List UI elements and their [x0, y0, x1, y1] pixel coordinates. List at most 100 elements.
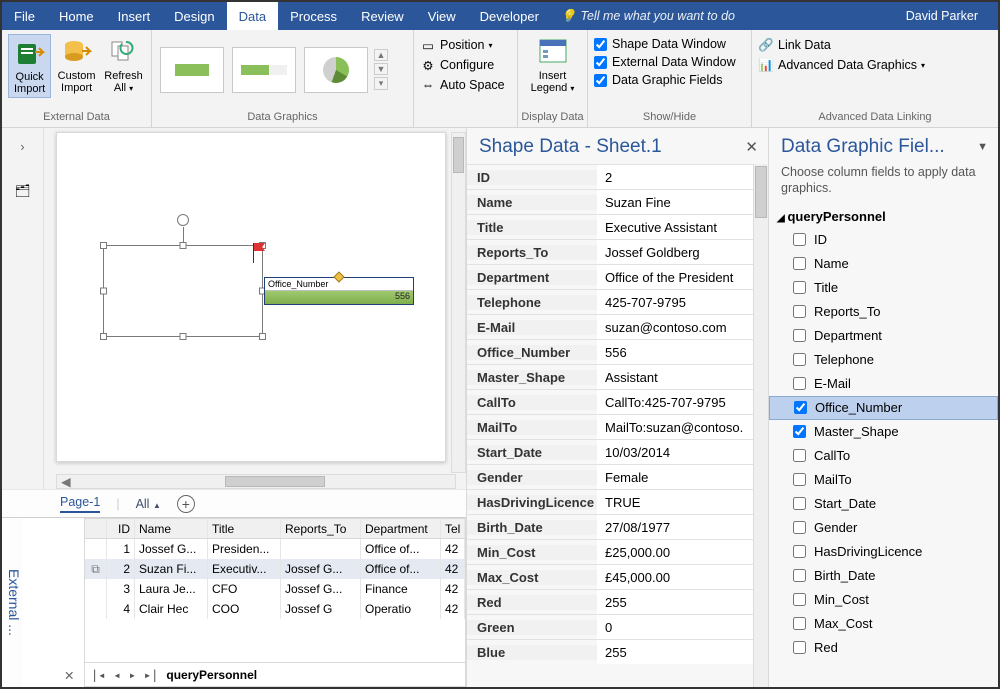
dg-field-birth_date[interactable]: Birth_Date	[769, 564, 998, 588]
nav-prev-icon[interactable]: ◂	[113, 668, 120, 682]
shape-data-row[interactable]: HasDrivingLicenceTRUE	[467, 489, 753, 514]
sd-value[interactable]: 2	[597, 165, 753, 189]
link-data-button[interactable]: 🔗Link Data	[758, 36, 925, 54]
dg-field-red[interactable]: Red	[769, 636, 998, 660]
col-header[interactable]: Department	[361, 519, 441, 538]
menu-tab-data[interactable]: Data	[227, 2, 278, 30]
data-graphic-callout[interactable]: Office_Number 556	[264, 277, 414, 305]
sd-value[interactable]: Executive Assistant	[597, 215, 753, 239]
custom-import-button[interactable]: Custom Import	[55, 34, 98, 96]
sd-value[interactable]: £45,000.00	[597, 565, 753, 589]
sd-value[interactable]: £25,000.00	[597, 540, 753, 564]
all-pages[interactable]: All ▲	[136, 497, 161, 511]
nav-next-icon[interactable]: ▸	[129, 668, 136, 682]
external-data-label[interactable]: External ...	[2, 518, 22, 687]
dg-field-mailto[interactable]: MailTo	[769, 468, 998, 492]
shape-data-row[interactable]: CallToCallTo:425-707-9795	[467, 389, 753, 414]
sd-value[interactable]: 10/03/2014	[597, 440, 753, 464]
menu-tab-process[interactable]: Process	[278, 2, 349, 30]
shape-data-row[interactable]: ID2	[467, 164, 753, 189]
user-name[interactable]: David Parker	[886, 2, 998, 30]
external-data-grid[interactable]: IDNameTitleReports_ToDepartmentTel1Josse…	[84, 518, 466, 663]
shape-data-row[interactable]: Reports_ToJossef Goldberg	[467, 239, 753, 264]
canvas-hscroll[interactable]: ◀	[56, 474, 456, 489]
dg-field-office_number[interactable]: Office_Number	[769, 396, 998, 420]
dg-field-hasdrivinglicence[interactable]: HasDrivingLicence	[769, 540, 998, 564]
dg-field-min_cost[interactable]: Min_Cost	[769, 588, 998, 612]
table-row[interactable]: 1Jossef G...Presiden...Office of...42	[85, 539, 465, 559]
table-row[interactable]: ⧉2Suzan Fi...Executiv...Jossef G...Offic…	[85, 559, 465, 579]
graphic-style-bar[interactable]	[160, 47, 224, 93]
menu-tab-home[interactable]: Home	[47, 2, 106, 30]
dg-field-title[interactable]: Title	[769, 276, 998, 300]
gallery-more-icon[interactable]: ▾	[374, 77, 388, 90]
insert-legend-button[interactable]: Insert Legend ▾	[529, 34, 577, 96]
col-header[interactable]: Title	[208, 519, 281, 538]
sd-value[interactable]: 425-707-9795	[597, 290, 753, 314]
configure-button[interactable]: ⚙Configure	[420, 56, 505, 74]
shape-data-row[interactable]: Master_ShapeAssistant	[467, 364, 753, 389]
sd-value[interactable]: TRUE	[597, 490, 753, 514]
shape-data-scrollbar[interactable]	[753, 164, 768, 687]
shapes-pane-collapsed[interactable]: › 🗂	[2, 128, 44, 489]
shape-data-row[interactable]: Start_Date10/03/2014	[467, 439, 753, 464]
dg-panel-menu-icon[interactable]: ▼	[977, 141, 988, 153]
close-external-data-icon[interactable]: ✕	[64, 668, 74, 683]
table-row[interactable]: 4Clair HecCOOJossef GOperatio42	[85, 599, 465, 619]
sd-value[interactable]: Assistant	[597, 365, 753, 389]
sd-value[interactable]: 255	[597, 590, 753, 614]
sd-value[interactable]: suzan@contoso.com	[597, 315, 753, 339]
shape-data-row[interactable]: DepartmentOffice of the President	[467, 264, 753, 289]
dg-field-reports_to[interactable]: Reports_To	[769, 300, 998, 324]
shape-data-row[interactable]: Red255	[467, 589, 753, 614]
sd-value[interactable]: Office of the President	[597, 265, 753, 289]
dg-group[interactable]: queryPersonnel	[769, 205, 998, 228]
col-header[interactable]: Tel	[441, 519, 465, 538]
dg-field-start_date[interactable]: Start_Date	[769, 492, 998, 516]
shape-data-row[interactable]: E-Mailsuzan@contoso.com	[467, 314, 753, 339]
selected-shape[interactable]	[103, 245, 263, 337]
dg-field-max_cost[interactable]: Max_Cost	[769, 612, 998, 636]
shape-data-row[interactable]: TitleExecutive Assistant	[467, 214, 753, 239]
dg-field-telephone[interactable]: Telephone	[769, 348, 998, 372]
position-button[interactable]: ▭Position▾	[420, 36, 505, 54]
advanced-data-graphics-button[interactable]: 📊Advanced Data Graphics ▾	[758, 56, 925, 74]
sd-value[interactable]: CallTo:425-707-9795	[597, 390, 753, 414]
sd-value[interactable]: 0	[597, 615, 753, 639]
graphic-style-pie[interactable]	[304, 47, 368, 93]
refresh-all-button[interactable]: Refresh All ▾	[102, 34, 145, 96]
dg-field-department[interactable]: Department	[769, 324, 998, 348]
expand-shapes-icon[interactable]: ›	[20, 140, 24, 154]
col-header[interactable]: ID	[107, 519, 135, 538]
sd-value[interactable]: Suzan Fine	[597, 190, 753, 214]
page-tab[interactable]: Page-1	[60, 495, 100, 513]
shape-data-row[interactable]: Office_Number556	[467, 339, 753, 364]
toggle-data-graphic-fields[interactable]: Data Graphic Fields	[594, 72, 736, 88]
drawing-canvas[interactable]: Office_Number 556 ◀	[44, 128, 466, 489]
menu-tab-file[interactable]: File	[2, 2, 47, 30]
shape-data-row[interactable]: Green0	[467, 614, 753, 639]
recordset-name[interactable]: queryPersonnel	[166, 668, 257, 682]
menu-tab-developer[interactable]: Developer	[468, 2, 551, 30]
tell-me[interactable]: 💡Tell me what you want to do	[551, 2, 745, 30]
shape-data-row[interactable]: GenderFemale	[467, 464, 753, 489]
gallery-down-icon[interactable]: ▼	[374, 63, 388, 75]
shape-data-row[interactable]: Birth_Date27/08/1977	[467, 514, 753, 539]
shape-data-row[interactable]: Telephone425-707-9795	[467, 289, 753, 314]
table-row[interactable]: 3Laura Je...CFOJossef G...Finance42	[85, 579, 465, 599]
shape-data-row[interactable]: Max_Cost£45,000.00	[467, 564, 753, 589]
nav-last-icon[interactable]: ▸|	[144, 668, 158, 682]
sd-value[interactable]: MailTo:suzan@contoso.	[597, 415, 753, 439]
col-header[interactable]: Reports_To	[281, 519, 361, 538]
dg-field-e-mail[interactable]: E-Mail	[769, 372, 998, 396]
graphic-style-progress[interactable]	[232, 47, 296, 93]
menu-tab-design[interactable]: Design	[162, 2, 226, 30]
shape-data-row[interactable]: Min_Cost£25,000.00	[467, 539, 753, 564]
sd-value[interactable]: Female	[597, 465, 753, 489]
shape-data-row[interactable]: NameSuzan Fine	[467, 189, 753, 214]
dg-field-callto[interactable]: CallTo	[769, 444, 998, 468]
shape-data-row[interactable]: Blue255	[467, 639, 753, 664]
dg-field-master_shape[interactable]: Master_Shape	[769, 420, 998, 444]
quick-import-button[interactable]: Quick Import	[8, 34, 51, 98]
add-page-button[interactable]: +	[177, 495, 195, 513]
